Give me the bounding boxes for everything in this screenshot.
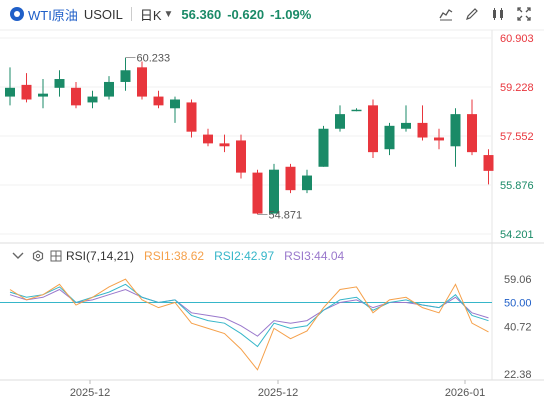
price-change-pct: -1.09%: [270, 6, 312, 22]
period-selector[interactable]: 日K: [139, 7, 162, 23]
rsi2-line: [9, 283, 489, 348]
candle[interactable]: [401, 105, 411, 132]
candle[interactable]: [417, 105, 428, 141]
candle[interactable]: [87, 90, 98, 109]
high-annotation: 60.233: [137, 53, 171, 65]
rsi3-line: [9, 288, 489, 337]
price-axis-label: 54.201: [500, 229, 534, 241]
collapse-icon[interactable]: [10, 248, 26, 264]
candle[interactable]: [351, 108, 362, 112]
rsi-axis-label: 22.38: [504, 369, 532, 381]
rsi-name: RSI(7,14,21): [66, 249, 135, 263]
candle[interactable]: [236, 134, 246, 179]
candle[interactable]: [252, 169, 263, 215]
draw-icon[interactable]: [464, 6, 480, 22]
candle[interactable]: [467, 99, 477, 156]
rsi-axis-label: 50.00: [504, 297, 532, 309]
candle[interactable]: [285, 163, 296, 194]
low-annotation: 54.871: [269, 209, 303, 221]
candle[interactable]: [318, 125, 329, 167]
price-axis-label: 57.552: [500, 131, 534, 143]
candle[interactable]: [384, 122, 395, 156]
candle[interactable]: [120, 57, 131, 91]
candle[interactable]: [203, 128, 213, 147]
price-axis-label: 60.903: [500, 33, 534, 45]
candle[interactable]: [434, 128, 444, 150]
rsi2-value: RSI2:42.97: [214, 249, 275, 263]
oil-logo-icon: [10, 7, 24, 21]
candle[interactable]: [450, 108, 461, 167]
rsi3-value: RSI3:44.04: [284, 249, 345, 263]
rsi-axis-label: 40.72: [504, 322, 532, 334]
x-axis-label: 2025-12: [70, 387, 110, 399]
rsi-legend: RSI(7,14,21) RSI1:38.62 RSI2:42.97 RSI3:…: [0, 247, 344, 265]
candle[interactable]: [137, 61, 147, 100]
rsi-axis-label: 59.06: [504, 274, 532, 286]
x-axis-label: 2025-12: [258, 387, 298, 399]
last-price: 56.360: [181, 6, 222, 22]
candle[interactable]: [71, 81, 81, 109]
indicator-menu-icon[interactable]: [50, 248, 62, 264]
instrument-code: USOIL: [83, 6, 123, 22]
candle[interactable]: [302, 169, 312, 194]
fullscreen-icon[interactable]: [516, 6, 532, 22]
candle[interactable]: [104, 76, 114, 100]
toolbar: [438, 6, 532, 22]
candle[interactable]: [269, 163, 279, 214]
chevron-down-icon[interactable]: ▼: [163, 8, 174, 20]
x-axis-label: 2026-01: [445, 387, 485, 399]
candle[interactable]: [21, 73, 32, 103]
rsi1-value: RSI1:38.62: [144, 249, 205, 263]
price-axis-label: 55.876: [500, 180, 534, 192]
candle[interactable]: [54, 70, 65, 97]
candle[interactable]: [5, 67, 15, 106]
candle[interactable]: [153, 90, 164, 109]
header-divider: [130, 7, 132, 21]
candle[interactable]: [186, 99, 197, 138]
candle[interactable]: [219, 134, 230, 153]
compare-icon[interactable]: [490, 6, 506, 22]
rsi1-line: [9, 278, 489, 371]
candle[interactable]: [38, 79, 48, 109]
chart-header: WTI原油 USOIL 日K ▼ 56.360 -0.620 -1.09%: [0, 0, 544, 28]
candle[interactable]: [368, 99, 378, 158]
candle[interactable]: [483, 149, 494, 185]
settings-icon[interactable]: [30, 248, 46, 264]
price-change: -0.620: [227, 6, 265, 22]
indicator-icon[interactable]: [438, 6, 454, 22]
instrument-name[interactable]: WTI原油: [28, 7, 78, 23]
candle[interactable]: [335, 105, 345, 132]
price-axis-label: 59.228: [500, 82, 534, 94]
candle[interactable]: [170, 96, 180, 123]
